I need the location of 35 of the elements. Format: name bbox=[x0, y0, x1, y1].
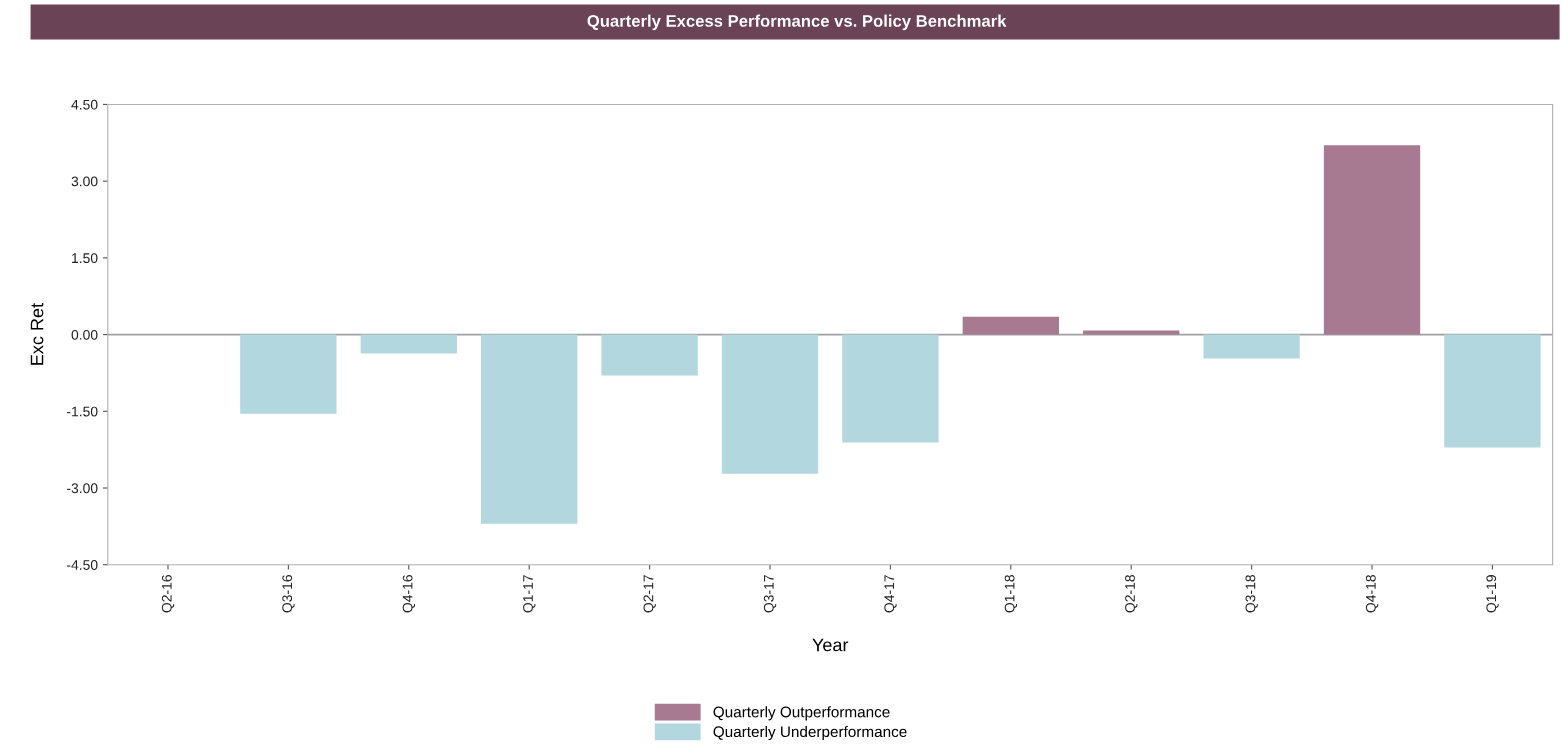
y-tick-label: -4.50 bbox=[67, 560, 98, 570]
bar bbox=[360, 334, 457, 354]
x-tick-label: Q4-18 bbox=[1365, 575, 1379, 613]
y-tick-label: 3.00 bbox=[71, 176, 98, 187]
bar bbox=[1444, 334, 1541, 448]
bar bbox=[721, 334, 819, 474]
y-tick-label: 4.50 bbox=[71, 99, 98, 110]
x-tick-label: Q4-16 bbox=[402, 575, 415, 613]
x-tick-label: Q2-18 bbox=[1125, 575, 1138, 613]
x-axis-title: Year bbox=[812, 638, 849, 652]
x-tick-label: Q1-19 bbox=[1486, 575, 1499, 613]
x-tick-label: Q1-18 bbox=[1004, 575, 1018, 613]
x-tick-label: Q4-17 bbox=[884, 575, 897, 613]
y-tick-label: -1.50 bbox=[67, 406, 98, 417]
bar bbox=[1203, 334, 1300, 359]
y-tick-label: -3.00 bbox=[67, 483, 98, 494]
bar bbox=[1083, 330, 1180, 335]
x-tick-label: Q3-17 bbox=[763, 575, 777, 613]
bar bbox=[842, 334, 939, 443]
bar bbox=[962, 316, 1059, 335]
x-tick-label: Q2-16 bbox=[161, 575, 175, 613]
y-tick-label: 1.50 bbox=[72, 253, 98, 264]
chart-title: Quarterly Excess Performance vs. Policy Benchmark bbox=[587, 14, 1007, 31]
bar bbox=[240, 334, 337, 414]
x-tick-label: Q3-18 bbox=[1245, 575, 1258, 613]
bar bbox=[1323, 145, 1421, 335]
legend-label: Quarterly Underperformance bbox=[713, 725, 907, 741]
y-axis-title: Exc Ret bbox=[30, 303, 44, 365]
y-tick-label: 0.00 bbox=[71, 329, 98, 340]
x-tick-label: Q3-16 bbox=[282, 575, 295, 613]
legend-label: Quarterly Outperformance bbox=[713, 706, 890, 721]
x-tick-label: Q1-17 bbox=[523, 575, 536, 613]
bar bbox=[601, 334, 698, 376]
x-tick-label: Q2-17 bbox=[643, 575, 656, 613]
bar bbox=[481, 334, 578, 524]
